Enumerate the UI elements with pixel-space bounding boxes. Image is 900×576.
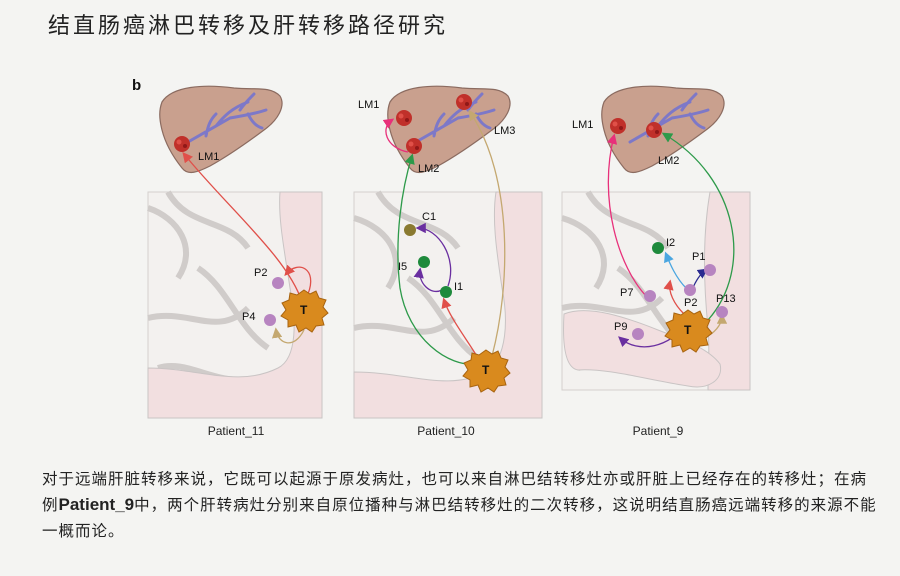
patient-9-label-p1: P1 xyxy=(692,251,705,263)
patient-10-label-lm3: LM3 xyxy=(494,125,515,137)
patient-9-label-lm2: LM2 xyxy=(658,155,679,167)
patient-9-name: Patient_9 xyxy=(633,424,684,438)
patient-10-node-c1 xyxy=(404,224,416,236)
patient-9-label-lm1: LM1 xyxy=(572,119,593,131)
patient-9-arrow-t-to-p7 xyxy=(663,279,685,315)
patient-10-name: Patient_10 xyxy=(417,424,475,438)
patient-10-label-i1: I1 xyxy=(454,281,463,293)
patient-9-anatomy xyxy=(561,190,751,391)
patient-11-label-t: T xyxy=(300,303,308,317)
patient-11-diagram: LM1 P2 P4 T Patient_11 xyxy=(146,84,329,438)
patient-10-anatomy xyxy=(353,190,543,419)
patient-9-label-p2: P2 xyxy=(684,297,697,309)
patient-9-label-t: T xyxy=(684,323,692,337)
patient-9-label-p7: P7 xyxy=(620,287,633,299)
patient-10-label-lm1: LM1 xyxy=(358,99,379,111)
patient-11-node-p2 xyxy=(272,277,284,289)
patient-9-arrow-p2-to-i2 xyxy=(664,251,687,289)
caption-part2: 中，两个肝转病灶分别来自原位播种与淋巴结转移灶的二次转移，这说明结直肠癌远端转移… xyxy=(42,496,877,540)
patient-10-label-t: T xyxy=(482,363,490,377)
panel-label: b xyxy=(132,77,141,94)
caption: 对于远端肝脏转移来说，它既可以起源于原发病灶，也可以来自淋巴结转移灶亦或肝脏上已… xyxy=(42,466,882,544)
patient-9-label-p9: P9 xyxy=(614,321,627,333)
patient-9-node-p9 xyxy=(632,328,644,340)
patient-10-label-lm2: LM2 xyxy=(418,163,439,175)
patient-10-arrow-t-to-i1 xyxy=(441,297,479,359)
patient-10-label-i5: I5 xyxy=(398,261,407,273)
patient-10-arrow-t-to-lm3 xyxy=(468,109,506,357)
patient-9-lesion-lm2 xyxy=(646,122,662,138)
slide-title: 结直肠癌淋巴转移及肝转移路径研究 xyxy=(48,14,449,39)
patient-9-node-i2 xyxy=(652,242,664,254)
patient-9-node-p7 xyxy=(644,290,656,302)
patient-9-node-p13 xyxy=(716,306,728,318)
patient-10-node-i5 xyxy=(418,256,430,268)
patient-10-label-c1: C1 xyxy=(422,211,436,223)
patient-10-arrow-i1-to-c1 xyxy=(415,222,452,287)
patient-11-arrow-t-to-p2 xyxy=(284,264,312,295)
patient-9-lesion-lm1 xyxy=(610,118,626,134)
patient-10-lesion-lm1 xyxy=(396,110,412,126)
patient-11-arrow-t-to-lm1 xyxy=(182,151,303,303)
patient-10-arrow-i1-to-i5 xyxy=(413,267,443,293)
caption-emphasis: Patient_9 xyxy=(58,495,135,514)
patient-9-diagram: LM1 LM2 I2 P1 P7 P2 P13 P9 T Patient_9 xyxy=(561,84,751,438)
patient-9-node-p1 xyxy=(704,264,716,276)
patient-9-arrow-p7-to-lm1 xyxy=(607,133,649,299)
patient-10-node-i1 xyxy=(440,286,452,298)
caption-part1: 对于远端肝脏转移来说，它既可以起源于原发病灶，也可以来自淋巴结转移灶亦或肝脏上已… xyxy=(42,470,868,514)
patient-11-liver xyxy=(158,84,284,174)
patient-9-label-i2: I2 xyxy=(666,237,675,249)
figure-panel: b LM1 P2 P4 T Patient_11 LM1 xyxy=(118,68,794,452)
patient-10-arrow-lm2-to-lm1 xyxy=(382,118,409,153)
patient-9-arrow-t-to-lm2 xyxy=(661,132,735,321)
metastasis-diagram: b LM1 P2 P4 T Patient_11 LM1 xyxy=(132,77,751,438)
patient-10-diagram: LM1 LM2 LM3 C1 I5 I1 T Patient_10 xyxy=(353,84,543,438)
patient-10-lesion-lm3 xyxy=(456,94,472,110)
patient-9-node-p2 xyxy=(684,284,696,296)
patient-11-label-p2: P2 xyxy=(254,267,267,279)
patient-9-label-p13: P13 xyxy=(716,293,736,305)
patient-11-node-p4 xyxy=(264,314,276,326)
patient-11-label-p4: P4 xyxy=(242,311,255,323)
patient-11-name: Patient_11 xyxy=(208,424,265,438)
patient-11-lesion-lm1 xyxy=(174,136,190,152)
patient-11-arrow-t-to-p4 xyxy=(271,327,305,344)
patient-11-label-lm1: LM1 xyxy=(198,151,219,163)
patient-10-lesion-lm2 xyxy=(406,138,422,154)
patient-10-arrow-t-to-lm2 xyxy=(397,153,479,365)
